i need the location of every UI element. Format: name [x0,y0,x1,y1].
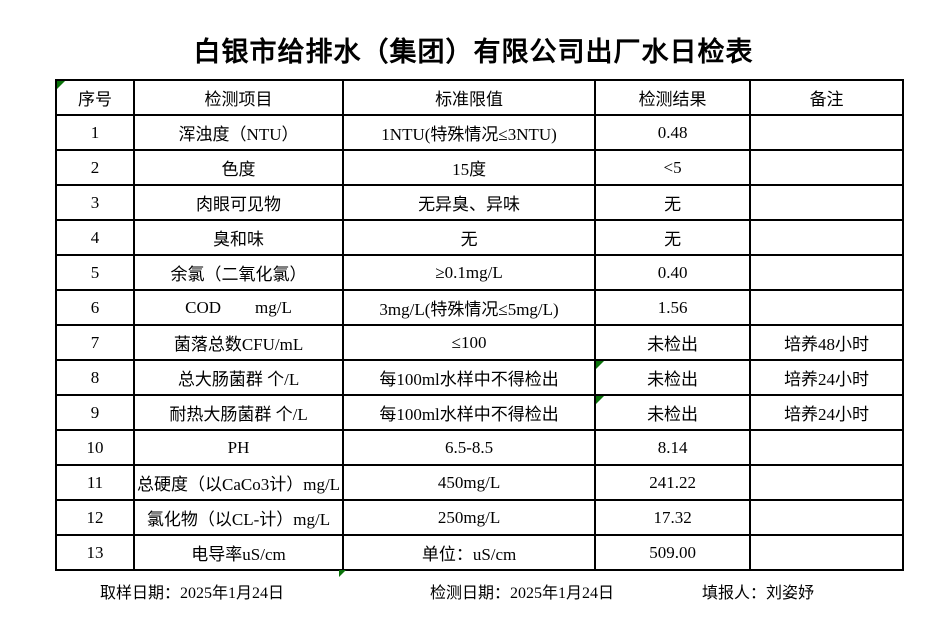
cell-standard: 每100ml水样中不得检出 [342,394,597,431]
header-cell-no: 序号 [55,79,135,116]
table-row: 9 耐热大肠菌群 个/L 每100ml水样中不得检出 未检出 培养24小时 [55,394,905,431]
cell-result: 17.32 [594,499,752,536]
table-row: 7 菌落总数CFU/mL ≤100 未检出 培养48小时 [55,324,905,361]
cell-standard: 无 [342,219,597,256]
cell-remark [749,429,905,466]
footer-test-date: 检测日期：2025年1月24日 [430,585,615,602]
cell-no: 9 [55,394,135,431]
cell-item: 总大肠菌群 个/L [132,359,345,396]
cell-remark [749,184,905,221]
cell-no: 3 [55,184,135,221]
cell-result: 0.48 [594,114,752,151]
cell-item: 肉眼可见物 [132,184,345,221]
header-cell-standard: 标准限值 [342,79,597,116]
table-row: 3 肉眼可见物 无异臭、异味 无 [55,184,905,221]
table-row: 5 余氯（二氧化氯） ≥0.1mg/L 0.40 [55,254,905,291]
cell-item: PH [132,429,345,466]
header-cell-item: 检测项目 [132,79,345,116]
table-row: 1 浑浊度（NTU） 1NTU(特殊情况≤3NTU) 0.48 [55,114,905,151]
excel-green-triangle-icon [58,82,65,89]
cell-item: 氯化物（以CL-计）mg/L [132,499,345,536]
cell-item: 余氯（二氧化氯） [132,254,345,291]
footer-reporter: 填报人：刘姿妤 [702,585,815,602]
cell-result: 0.40 [594,254,752,291]
cell-standard: 6.5-8.5 [342,429,597,466]
cell-no: 13 [55,534,135,571]
cell-result: 未检出 [594,324,752,361]
cell-no: 8 [55,359,135,396]
page-title: 白银市给排水（集团）有限公司出厂水日检表 [193,37,754,67]
cell-result: 509.00 [594,534,752,571]
cell-item: 菌落总数CFU/mL [132,324,345,361]
cell-result: 241.22 [594,464,752,501]
cell-result: 未检出 [594,359,752,396]
cell-standard: ≤100 [342,324,597,361]
excel-green-triangle-icon [339,570,346,577]
excel-green-triangle-icon [597,397,605,404]
cell-result: 8.14 [594,429,752,466]
cell-remark [749,289,905,326]
excel-green-triangle-icon [597,362,605,369]
cell-standard: 15度 [342,149,597,186]
cell-no: 7 [55,324,135,361]
cell-result: <5 [594,149,752,186]
cell-item: 总硬度（以CaCo3计）mg/L [132,464,345,501]
cell-remark [749,114,905,151]
cell-no: 4 [55,219,135,256]
cell-remark [749,254,905,291]
cell-no: 11 [55,464,135,501]
table-row: 6 COD mg/L 3mg/L(特殊情况≤5mg/L) 1.56 [55,289,905,326]
cell-no: 10 [55,429,135,466]
cell-standard: 1NTU(特殊情况≤3NTU) [342,114,597,151]
cell-item: 耐热大肠菌群 个/L [132,394,345,431]
footer-sampling-date: 取样日期：2025年1月24日 [100,585,285,602]
cell-standard: 450mg/L [342,464,597,501]
cell-no: 5 [55,254,135,291]
cell-standard: 每100ml水样中不得检出 [342,359,597,396]
header-label: 序号 [78,90,112,109]
cell-item: 臭和味 [132,219,345,256]
cell-remark [749,149,905,186]
cell-item: 色度 [132,149,345,186]
cell-remark: 培养48小时 [749,324,905,361]
cell-item: 浑浊度（NTU） [132,114,345,151]
table-row: 10 PH 6.5-8.5 8.14 [55,429,905,466]
cell-standard: 单位：uS/cm [342,534,597,571]
daily-check-table: 序号 检测项目 标准限值 检测结果 备注 1 浑浊度（NTU） 1NTU(特殊情… [55,79,905,571]
cell-remark [749,499,905,536]
table-row: 4 臭和味 无 无 [55,219,905,256]
cell-result: 1.56 [594,289,752,326]
table-row: 2 色度 15度 <5 [55,149,905,186]
table-row: 13 电导率uS/cm 单位：uS/cm 509.00 [55,534,905,571]
cell-no: 6 [55,289,135,326]
cell-result-text: 未检出 [647,405,699,424]
cell-result: 无 [594,219,752,256]
cell-standard: ≥0.1mg/L [342,254,597,291]
cell-standard: 无异臭、异味 [342,184,597,221]
cell-remark [749,464,905,501]
cell-standard: 3mg/L(特殊情况≤5mg/L) [342,289,597,326]
header-cell-remark: 备注 [749,79,905,116]
table-row: 12 氯化物（以CL-计）mg/L 250mg/L 17.32 [55,499,905,536]
cell-remark: 培养24小时 [749,359,905,396]
cell-remark [749,219,905,256]
cell-item: 电导率uS/cm [132,534,345,571]
cell-standard: 250mg/L [342,499,597,536]
cell-result: 未检出 [594,394,752,431]
cell-no: 1 [55,114,135,151]
cell-no: 12 [55,499,135,536]
cell-result-text: 未检出 [647,370,699,389]
table-row: 8 总大肠菌群 个/L 每100ml水样中不得检出 未检出 培养24小时 [55,359,905,396]
cell-remark [749,534,905,571]
cell-item: COD mg/L [132,289,345,326]
header-row: 序号 检测项目 标准限值 检测结果 备注 [55,79,905,116]
cell-result: 无 [594,184,752,221]
header-cell-result: 检测结果 [594,79,752,116]
table-row: 11 总硬度（以CaCo3计）mg/L 450mg/L 241.22 [55,464,905,501]
cell-no: 2 [55,149,135,186]
cell-remark: 培养24小时 [749,394,905,431]
